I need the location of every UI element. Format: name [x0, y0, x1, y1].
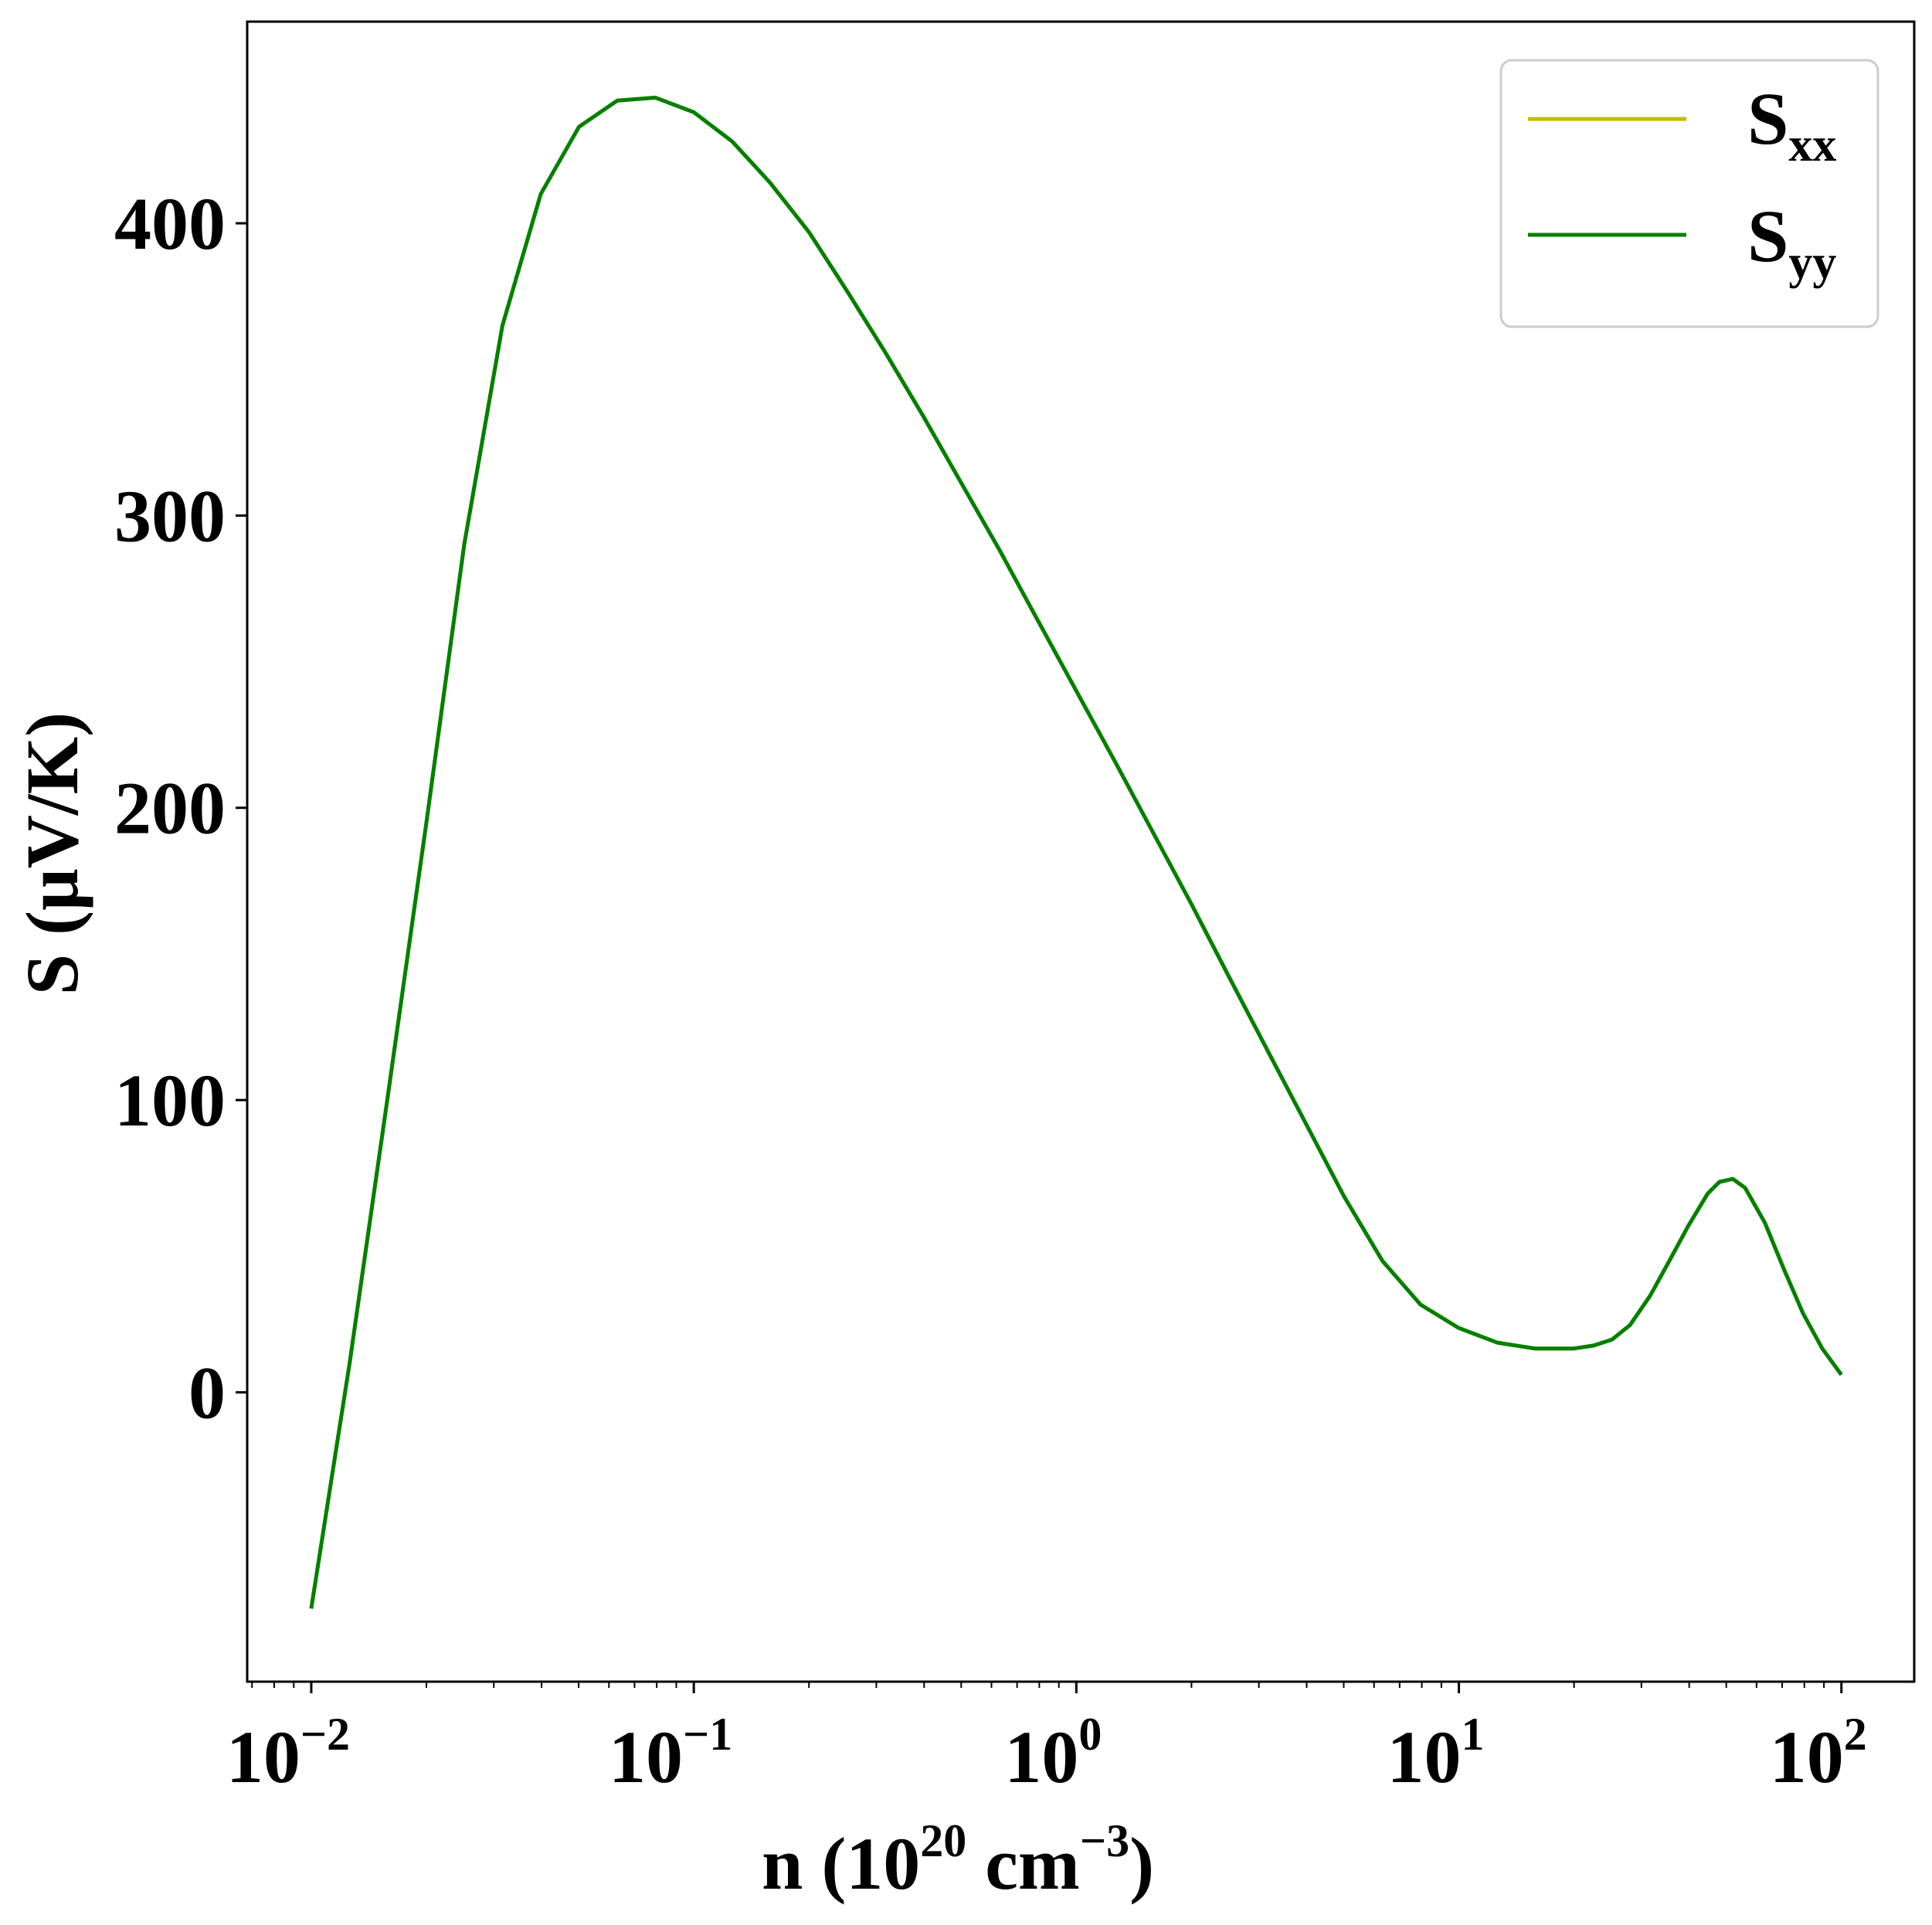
legend-box: [1499, 59, 1879, 328]
y-tick-label: 0: [188, 1351, 226, 1434]
y-tick-label: 200: [114, 767, 226, 850]
series-layer: [309, 95, 1843, 1609]
x-tick-label: 10−2: [226, 1709, 350, 1798]
x-axis: 10−2 10−1 100 101 102: [226, 1682, 1867, 1798]
x-axis-label-end: ): [1129, 1822, 1154, 1905]
x-axis-label-base: n (10: [762, 1822, 920, 1905]
x-axis-label-sup2: −3: [1080, 1815, 1129, 1866]
x-axis-label-mid: cm: [966, 1822, 1080, 1905]
y-axis: 0 100 200 300 400: [114, 182, 247, 1434]
x-axis-label: n (1020 cm−3): [762, 1815, 1154, 1905]
y-axis-label: S (μV/K): [11, 712, 93, 995]
legend-label-syy: Syy: [1747, 195, 1836, 289]
y-tick-label: 100: [114, 1059, 226, 1142]
series-line-syy: [309, 95, 1843, 1609]
x-tick-label: 100: [1004, 1709, 1102, 1798]
legend-label-sxx: Sxx: [1747, 77, 1836, 171]
x-tick-label: 10−1: [609, 1709, 732, 1798]
y-tick-label: 300: [114, 474, 226, 557]
y-tick-label: 400: [114, 182, 226, 265]
x-axis-label-sup1: 20: [920, 1815, 966, 1866]
plot-frame: [246, 20, 1916, 1683]
x-tick-label: 101: [1387, 1709, 1485, 1798]
x-tick-label: 102: [1770, 1709, 1867, 1798]
legend: Sxx Syy: [1499, 59, 1879, 328]
